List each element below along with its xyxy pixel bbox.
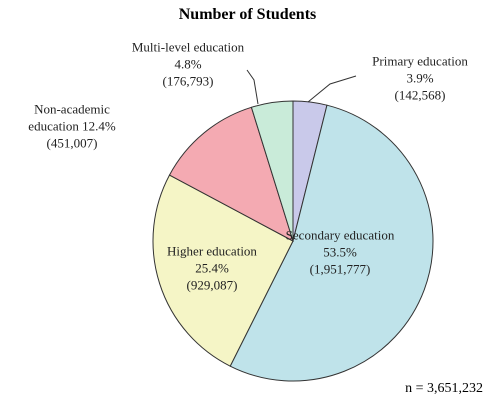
value-label: 4.8% [174, 56, 202, 72]
category-name: Non-academic education [28, 101, 110, 134]
value-label: 3.9% [406, 70, 434, 86]
pie-slice [229, 104, 434, 382]
count-label: (451,007) [46, 135, 98, 151]
slice-label: Primary education 3.9% (142,568) [365, 53, 475, 104]
count-label: (142,568) [394, 87, 446, 103]
category-name: Higher education [167, 243, 257, 259]
slice-label: Non-academic education 12.4% (451,007) [17, 101, 127, 152]
pie-slice [168, 106, 294, 243]
slice-label: Multi-level education 4.8% (176,793) [123, 39, 253, 90]
value-label: 53.5% [323, 244, 357, 260]
slice-label: Higher education 25.4% (929,087) [167, 243, 257, 294]
chart-title: Number of Students [178, 6, 317, 23]
category-name: Multi-level education [131, 39, 245, 55]
value-label: 25.4% [195, 260, 229, 276]
slice-label: Secondary education 53.5% (1,951,777) [285, 227, 395, 278]
sample-size: n = 3,651,232 [405, 381, 483, 396]
count-label: (176,793) [162, 73, 214, 89]
value-label: 12.4% [82, 118, 116, 134]
category-name: Primary education [372, 53, 468, 69]
leaders [246, 69, 357, 105]
pie-slice [250, 100, 294, 242]
category-name: Secondary education [285, 227, 395, 243]
leader-line [246, 69, 259, 105]
count-label: (1,951,777) [309, 261, 371, 277]
leader-line [307, 75, 357, 103]
count-label: (929,087) [186, 277, 238, 293]
